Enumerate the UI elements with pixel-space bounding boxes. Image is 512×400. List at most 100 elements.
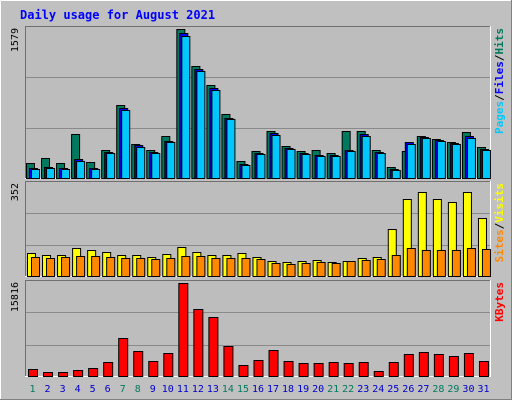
bar-sites-23 <box>361 260 371 277</box>
bar-sites-21 <box>331 263 341 277</box>
bar-pages-2 <box>46 168 56 179</box>
x-label-3: 3 <box>60 384 66 395</box>
bar-kbytes-8 <box>133 351 144 377</box>
legend-part-top-0: Pages <box>493 101 506 134</box>
bar-kbytes-22 <box>343 363 354 377</box>
x-label-17: 17 <box>267 384 279 395</box>
bar-pages-9 <box>151 153 161 179</box>
legend-part-bot-0: KBytes <box>493 282 506 322</box>
x-label-6: 6 <box>105 384 111 395</box>
x-label-18: 18 <box>282 384 294 395</box>
bar-sites-29 <box>451 250 461 277</box>
x-label-23: 23 <box>357 384 369 395</box>
bar-sites-17 <box>271 263 281 277</box>
bar-pages-30 <box>466 138 476 179</box>
bar-sites-26 <box>406 248 416 277</box>
bar-kbytes-16 <box>253 360 264 377</box>
bar-sites-22 <box>346 261 356 277</box>
bar-pages-6 <box>106 153 116 179</box>
legend-part-top-1: / <box>493 94 506 101</box>
legend-part-top-4: Hits <box>493 28 506 55</box>
legend-part-mid-0: Sites <box>493 229 506 262</box>
bar-pages-3 <box>61 169 71 179</box>
bar-sites-3 <box>61 257 71 277</box>
bar-sites-20 <box>316 262 326 277</box>
x-label-31: 31 <box>477 384 489 395</box>
x-label-11: 11 <box>177 384 189 395</box>
bar-pages-19 <box>301 154 311 179</box>
y-right-legend-bot: KBytes <box>493 282 506 322</box>
bar-sites-11 <box>181 256 191 277</box>
bar-kbytes-5 <box>88 368 99 377</box>
bar-kbytes-31 <box>478 361 489 377</box>
y-right-legend-mid: Sites/Visits <box>493 183 506 263</box>
bar-pages-26 <box>406 144 416 179</box>
bar-kbytes-11 <box>178 283 189 377</box>
bar-sites-27 <box>421 250 431 277</box>
bar-sites-13 <box>211 258 221 277</box>
bar-pages-15 <box>241 165 251 179</box>
bar-pages-24 <box>376 153 386 179</box>
x-label-20: 20 <box>312 384 324 395</box>
x-label-7: 7 <box>120 384 126 395</box>
bar-pages-18 <box>286 149 296 179</box>
bar-sites-19 <box>301 263 311 277</box>
bar-pages-21 <box>331 156 341 179</box>
bar-pages-13 <box>211 90 221 179</box>
bar-pages-5 <box>91 169 101 179</box>
bar-kbytes-1 <box>28 369 38 377</box>
bar-sites-14 <box>226 258 236 277</box>
bar-pages-16 <box>256 154 266 179</box>
bar-pages-17 <box>271 135 281 179</box>
bar-kbytes-14 <box>223 346 234 377</box>
bar-kbytes-13 <box>208 317 219 377</box>
bar-kbytes-30 <box>463 353 474 377</box>
panel-kbytes: 15816 KBytes <box>10 280 506 377</box>
x-label-2: 2 <box>45 384 51 395</box>
bar-kbytes-9 <box>148 361 159 377</box>
bar-kbytes-15 <box>238 365 249 377</box>
bar-kbytes-19 <box>298 363 309 377</box>
x-label-24: 24 <box>372 384 384 395</box>
x-label-5: 5 <box>90 384 96 395</box>
x-label-15: 15 <box>237 384 249 395</box>
bar-kbytes-2 <box>43 372 54 377</box>
bar-kbytes-25 <box>388 362 399 377</box>
bar-kbytes-27 <box>418 352 429 377</box>
x-label-26: 26 <box>402 384 414 395</box>
x-label-8: 8 <box>135 384 141 395</box>
x-label-1: 1 <box>30 384 36 395</box>
x-label-21: 21 <box>327 384 339 395</box>
x-label-13: 13 <box>207 384 219 395</box>
x-label-16: 16 <box>252 384 264 395</box>
bar-kbytes-21 <box>328 362 339 377</box>
bar-sites-12 <box>196 256 206 277</box>
x-label-9: 9 <box>150 384 156 395</box>
bar-sites-25 <box>391 255 401 277</box>
bar-pages-25 <box>391 170 401 179</box>
x-label-19: 19 <box>297 384 309 395</box>
bar-kbytes-7 <box>118 338 129 377</box>
x-label-14: 14 <box>222 384 234 395</box>
bar-pages-7 <box>121 110 131 179</box>
bar-kbytes-20 <box>313 363 324 377</box>
bar-pages-23 <box>361 136 371 179</box>
bar-pages-4 <box>76 161 86 179</box>
bar-kbytes-17 <box>268 350 279 377</box>
bar-sites-2 <box>46 258 56 277</box>
bar-kbytes-28 <box>433 354 444 377</box>
bar-kbytes-24 <box>373 371 384 377</box>
legend-part-top-3: / <box>493 54 506 61</box>
panel-visits-sites: 352 Sites/Visits <box>10 181 506 277</box>
bar-sites-10 <box>166 258 176 277</box>
y-max-label-top: 1579 <box>10 28 21 52</box>
bar-kbytes-23 <box>358 362 369 377</box>
legend-part-top-2: Files <box>493 61 506 94</box>
bar-sites-16 <box>256 259 266 277</box>
x-label-25: 25 <box>387 384 399 395</box>
bar-sites-4 <box>76 256 86 277</box>
legend-part-mid-1: / <box>493 222 506 229</box>
x-label-28: 28 <box>432 384 444 395</box>
